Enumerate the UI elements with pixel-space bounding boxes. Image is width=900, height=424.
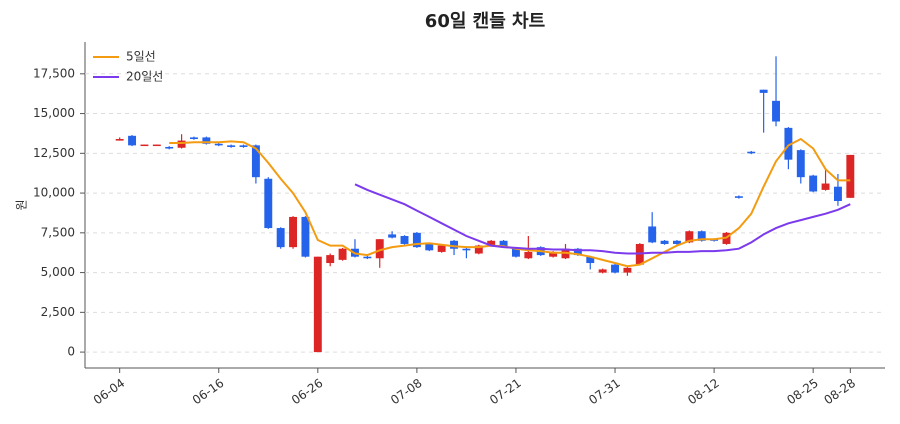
candle-body: [685, 231, 694, 243]
candle-body: [301, 216, 310, 257]
candle-body: [623, 267, 632, 273]
candle-body: [202, 137, 211, 144]
y-tick-label: 0: [67, 345, 75, 359]
candle-body: [809, 175, 818, 192]
candle-body: [326, 255, 335, 264]
candle-body: [772, 100, 780, 122]
x-tick-label: 06-04: [91, 376, 128, 407]
y-tick-label: 5,000: [41, 265, 75, 279]
candle-body: [115, 139, 124, 141]
y-tick-label: 2,500: [41, 305, 75, 319]
candle-body: [462, 248, 471, 251]
x-tick-label: 06-26: [289, 376, 326, 407]
legend-label: 20일선: [126, 70, 163, 84]
candle-body: [511, 248, 520, 257]
candle-body: [524, 251, 533, 259]
candle-body: [264, 178, 273, 229]
candle-body: [338, 248, 347, 260]
y-tick-label: 12,500: [33, 146, 75, 160]
candle-body: [660, 240, 669, 244]
x-tick-label: 06-16: [190, 376, 227, 407]
candle-body: [586, 256, 595, 264]
candle-body: [437, 245, 446, 252]
x-tick-label: 08-28: [821, 376, 858, 407]
candle-body: [251, 145, 260, 178]
candle-body: [648, 226, 657, 243]
chart-title: 60일 캔들 차트: [425, 11, 545, 32]
candle-body: [796, 150, 805, 178]
candle-body: [734, 196, 743, 198]
candle-body: [165, 146, 174, 149]
candle-body: [598, 269, 607, 273]
candle-body: [289, 216, 298, 248]
y-tick-label: 17,500: [33, 66, 75, 80]
y-axis-label: 원: [15, 199, 29, 210]
ma-line: [354, 183, 851, 255]
candle-body: [239, 145, 248, 147]
candle-body: [276, 228, 285, 248]
candle-body: [152, 144, 161, 147]
y-tick-label: 7,500: [41, 225, 75, 239]
candle-body: [821, 183, 830, 190]
candle-body: [313, 256, 322, 353]
candle-body: [784, 127, 793, 160]
candle-body: [388, 234, 397, 238]
y-tick-label: 15,000: [33, 106, 75, 120]
candle-body: [487, 240, 496, 246]
candle-body: [227, 145, 236, 147]
candle-body: [425, 243, 434, 251]
candle-body: [450, 240, 459, 249]
candle-body: [375, 239, 384, 259]
candle-body: [128, 135, 137, 146]
legend-label: 5일선: [126, 50, 156, 64]
candle-body: [412, 232, 421, 248]
candle-body: [846, 154, 855, 198]
candle-body: [177, 140, 186, 148]
candle-body: [697, 231, 706, 241]
candle-body: [214, 143, 223, 146]
candle-body: [611, 264, 619, 273]
x-tick-label: 07-08: [388, 376, 425, 407]
candle-body: [833, 186, 842, 202]
candle-body: [672, 240, 681, 244]
candle-body: [499, 240, 508, 248]
y-tick-label: 10,000: [33, 186, 75, 200]
x-tick-label: 08-25: [784, 376, 821, 407]
x-tick-label: 08-12: [685, 376, 722, 407]
candle-body: [759, 89, 768, 93]
candle-body: [747, 151, 756, 154]
candle-body: [140, 144, 149, 147]
candle-body: [573, 248, 582, 256]
candle-body: [400, 236, 409, 244]
candle-body: [363, 256, 372, 259]
candle-body: [190, 137, 198, 140]
x-tick-label: 07-31: [586, 376, 623, 407]
candle-body: [474, 245, 483, 254]
x-tick-label: 07-21: [487, 376, 524, 407]
candle-body: [549, 251, 558, 257]
